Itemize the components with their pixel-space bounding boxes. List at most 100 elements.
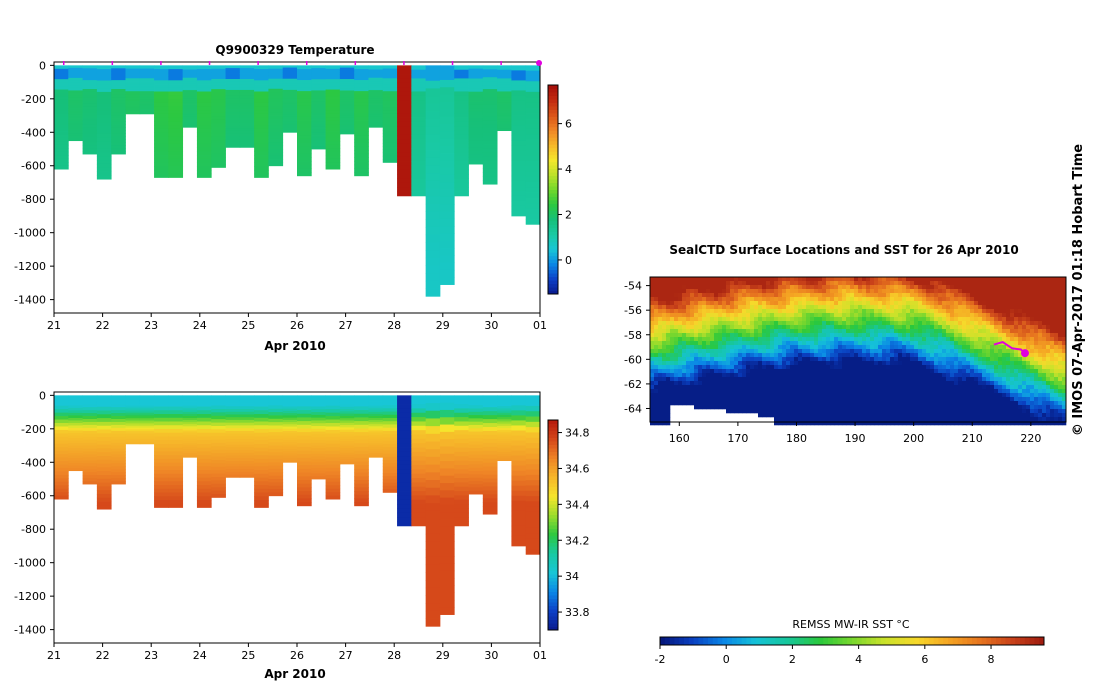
profile-cell xyxy=(497,458,512,462)
sst-cell xyxy=(766,305,771,310)
sst-cell xyxy=(758,385,763,390)
sst-cell xyxy=(910,377,915,382)
sst-cell xyxy=(834,317,839,322)
profile-cell xyxy=(497,399,512,403)
sst-cell xyxy=(870,333,875,338)
sst-cell xyxy=(898,281,903,286)
sst-cell xyxy=(930,381,935,386)
profile-cell xyxy=(254,140,269,145)
sst-cell xyxy=(894,345,899,350)
sst-cell xyxy=(738,301,743,306)
sst-cell xyxy=(842,289,847,294)
profile-cell xyxy=(111,445,126,449)
profile-cell xyxy=(282,103,298,106)
sst-cell xyxy=(754,349,759,354)
profile-cell xyxy=(411,412,427,418)
sst-cell xyxy=(934,349,939,354)
sst-cell xyxy=(666,361,671,366)
profile-cell xyxy=(425,556,441,566)
sst-cell xyxy=(918,413,923,418)
profile-cell xyxy=(96,107,112,112)
profile-cell xyxy=(239,139,255,143)
profile-cell xyxy=(139,408,155,411)
sst-cell xyxy=(930,297,935,302)
sst-cell xyxy=(902,361,907,366)
sst-cell xyxy=(826,377,831,382)
sst-field xyxy=(650,277,1067,426)
profile-cell xyxy=(297,69,312,74)
sst-cell xyxy=(710,397,715,402)
profile-cell xyxy=(311,456,326,460)
sst-cell xyxy=(902,369,907,374)
profile-cell xyxy=(196,102,212,107)
profile-cell xyxy=(82,433,98,438)
profile-cell xyxy=(468,434,484,439)
sst-cell xyxy=(730,289,735,294)
profile-cell xyxy=(297,446,312,451)
profile-cell xyxy=(297,435,312,440)
sst-cell xyxy=(666,285,671,290)
profile-cell xyxy=(468,411,484,416)
sst-cell xyxy=(874,285,879,290)
sst-cell xyxy=(838,417,843,422)
profile-cell xyxy=(196,91,212,96)
sst-cell xyxy=(862,409,867,414)
sst-cell xyxy=(930,417,935,422)
sst-cell xyxy=(842,361,847,366)
profile-cell xyxy=(168,473,184,478)
y-tick-label: -1400 xyxy=(14,624,46,637)
sst-cell xyxy=(654,313,659,318)
profile-cell xyxy=(168,143,184,148)
sst-cell xyxy=(798,365,803,370)
sst-cell xyxy=(734,365,739,370)
sst-cell xyxy=(650,349,655,354)
sst-cell xyxy=(702,401,707,406)
profile-cell xyxy=(439,174,455,183)
profile-cell xyxy=(397,478,412,483)
profile-cell xyxy=(311,104,326,108)
profile-cell xyxy=(454,491,469,496)
sst-cell xyxy=(766,357,771,362)
profile-cell xyxy=(225,128,241,132)
sst-cell xyxy=(902,309,907,314)
sst-cell xyxy=(866,357,871,362)
profile-cell xyxy=(96,418,112,423)
sst-cell xyxy=(806,309,811,314)
colorbar-segment xyxy=(548,549,558,554)
sst-cell xyxy=(718,277,723,282)
profile-cell xyxy=(439,504,455,513)
sst-cell xyxy=(942,389,947,394)
sst-cell xyxy=(894,369,899,374)
profile-cell xyxy=(139,65,155,68)
sst-cell xyxy=(726,317,731,322)
profile-cell xyxy=(439,87,455,95)
sst-cell xyxy=(690,373,695,378)
profile-cell xyxy=(468,160,484,165)
profile-cell xyxy=(282,426,298,430)
sst-cell xyxy=(790,381,795,386)
sst-cell xyxy=(706,325,711,330)
profile-cell xyxy=(139,395,155,398)
profile-cell xyxy=(339,95,355,98)
sst-cell xyxy=(902,341,907,346)
colorbar-segment xyxy=(548,444,558,449)
sst-cell xyxy=(910,417,915,422)
sst-cell xyxy=(786,337,791,342)
sst-cell xyxy=(778,417,783,422)
colorbar-segment xyxy=(548,490,558,494)
profile-cell xyxy=(96,156,112,161)
sst-cell xyxy=(938,421,943,426)
profile-cell xyxy=(225,444,241,448)
profile-cell xyxy=(268,128,284,133)
sst-cell xyxy=(746,297,751,302)
profile-cell xyxy=(196,473,212,478)
colorbar-segment xyxy=(548,262,558,267)
sst-cell xyxy=(834,365,839,370)
sst-cell xyxy=(910,393,915,398)
profile-cell xyxy=(225,430,241,435)
profile-cell xyxy=(154,432,169,437)
profile-cell xyxy=(154,481,169,486)
profile-cell xyxy=(168,95,184,100)
colorbar-segment xyxy=(548,241,558,246)
sst-cell xyxy=(786,369,791,374)
